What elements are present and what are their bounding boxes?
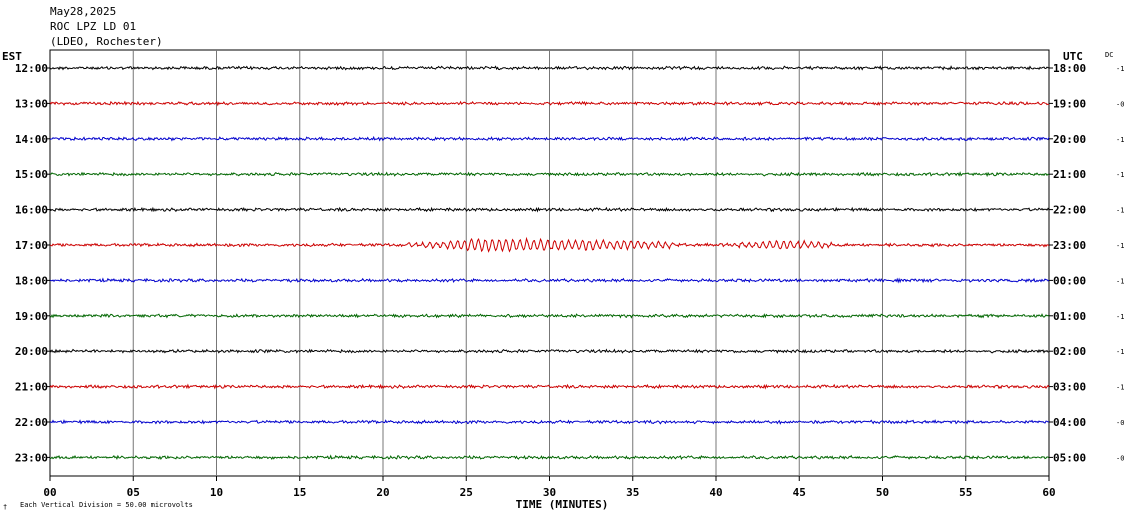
chart-network: (LDEO, Rochester) — [50, 35, 163, 48]
dc-value: -0 — [1116, 100, 1124, 108]
chart-station: ROC LPZ LD 01 — [50, 20, 137, 33]
est-axis-label: EST — [2, 50, 22, 63]
dc-value: -1 — [1116, 242, 1124, 250]
est-time-label: 16:00 — [15, 204, 48, 217]
seismic-trace — [49, 135, 1050, 142]
est-time-label: 20:00 — [15, 345, 48, 358]
utc-time-label: 21:00 — [1053, 168, 1086, 181]
utc-time-label: 00:00 — [1053, 274, 1086, 287]
utc-time-label: 22:00 — [1053, 204, 1086, 217]
est-time-label: 19:00 — [15, 310, 48, 323]
dc-value: -1 — [1116, 348, 1124, 356]
chart-date: May28,2025 — [50, 5, 117, 18]
dc-value: -1 — [1116, 277, 1124, 285]
seismic-trace — [49, 348, 1050, 354]
est-time-label: 22:00 — [15, 416, 48, 429]
scale-note: Each Vertical Division = 50.00 microvolt… — [20, 501, 193, 509]
x-tick-label: 35 — [626, 486, 639, 499]
utc-time-label: 19:00 — [1053, 97, 1086, 110]
x-tick-label: 20 — [376, 486, 389, 499]
seismic-trace — [49, 100, 1050, 107]
seismic-trace — [49, 65, 1049, 71]
x-tick-label: 15 — [293, 486, 306, 499]
est-time-label: 13:00 — [15, 97, 48, 110]
dc-value: -1 — [1116, 65, 1124, 73]
seismic-trace — [49, 383, 1050, 390]
seismic-trace — [49, 313, 1050, 319]
est-time-label: 23:00 — [15, 451, 48, 464]
dc-value: -0 — [1116, 419, 1124, 427]
x-tick-label: 50 — [876, 486, 889, 499]
est-time-label: 15:00 — [15, 168, 48, 181]
utc-axis-label: UTC — [1063, 50, 1083, 63]
x-axis-label: TIME (MINUTES) — [516, 498, 609, 511]
utc-time-label: 23:00 — [1053, 239, 1086, 252]
seismic-trace — [49, 454, 1050, 461]
x-tick-label: 00 — [43, 486, 56, 499]
seismic-trace — [49, 277, 1050, 284]
x-tick-label: 55 — [959, 486, 972, 499]
est-time-label: 14:00 — [15, 133, 48, 146]
utc-time-label: 01:00 — [1053, 310, 1086, 323]
x-tick-label: 30 — [543, 486, 556, 499]
utc-time-label: 20:00 — [1053, 133, 1086, 146]
utc-time-label: 04:00 — [1053, 416, 1086, 429]
est-time-label: 12:00 — [15, 62, 48, 75]
dc-value: -0 — [1116, 454, 1124, 462]
est-time-label: 21:00 — [15, 381, 48, 394]
dc-value: -1 — [1116, 207, 1124, 215]
est-time-label: 17:00 — [15, 239, 48, 252]
footer-mark: † — [3, 503, 7, 511]
utc-time-label: 05:00 — [1053, 451, 1086, 464]
dc-value: -1 — [1116, 136, 1124, 144]
dc-value: -1 — [1116, 313, 1124, 321]
dc-label: DC — [1105, 51, 1113, 59]
seismic-trace — [49, 171, 1050, 178]
utc-time-label: 18:00 — [1053, 62, 1086, 75]
dc-value: -1 — [1116, 384, 1124, 392]
x-tick-label: 40 — [709, 486, 722, 499]
x-tick-label: 25 — [460, 486, 473, 499]
est-time-label: 18:00 — [15, 274, 48, 287]
x-tick-label: 60 — [1042, 486, 1055, 499]
dc-value: -1 — [1116, 171, 1124, 179]
x-tick-label: 05 — [127, 486, 140, 499]
seismic-trace — [49, 236, 1050, 253]
seismic-trace — [49, 419, 1050, 425]
utc-time-label: 03:00 — [1053, 381, 1086, 394]
x-tick-label: 10 — [210, 486, 223, 499]
seismic-trace — [49, 206, 1050, 213]
x-tick-label: 45 — [793, 486, 806, 499]
utc-time-label: 02:00 — [1053, 345, 1086, 358]
